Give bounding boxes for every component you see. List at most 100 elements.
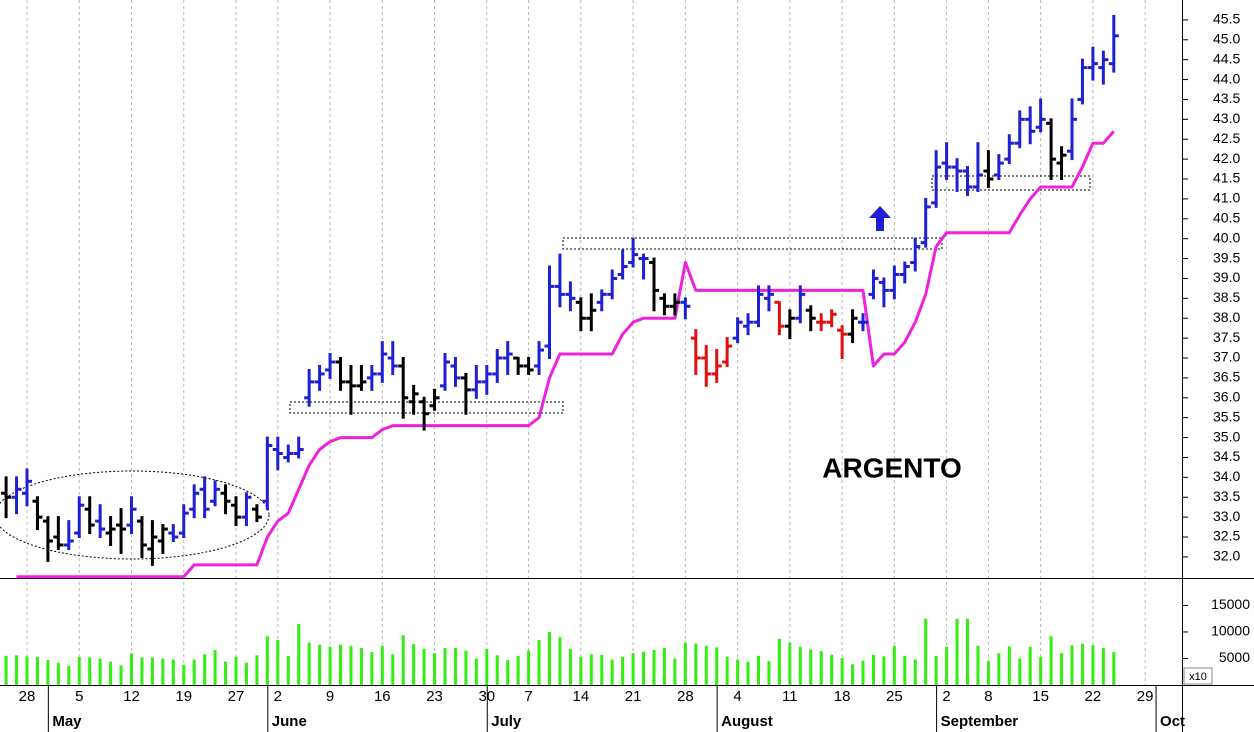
- price-bar: [481, 364, 492, 395]
- price-bar: [878, 277, 889, 308]
- volume-bar: [683, 642, 687, 685]
- y-tick-label: 39.0: [1213, 269, 1240, 285]
- price-bar: [649, 257, 659, 312]
- volume-bar: [1070, 645, 1074, 685]
- volume-bar: [1028, 646, 1032, 685]
- volume-bar: [35, 656, 39, 685]
- volume-tick-label: 10000: [1211, 623, 1250, 639]
- price-bar: [983, 150, 994, 188]
- y-tick-label: 35.5: [1213, 408, 1240, 424]
- volume-bar: [171, 659, 175, 685]
- volume-bar: [46, 660, 50, 685]
- price-bar: [168, 524, 179, 543]
- volume-bar: [244, 662, 248, 685]
- price-bar: [32, 496, 43, 531]
- volume-bar: [976, 645, 980, 685]
- price-bar: [116, 508, 127, 554]
- price-bar: [763, 285, 774, 312]
- volume-bar: [88, 657, 92, 685]
- volume-bar: [652, 650, 656, 685]
- price-bar: [628, 237, 639, 268]
- volume-bar: [297, 624, 301, 685]
- price-bar: [293, 436, 304, 459]
- volume-bar: [495, 655, 499, 685]
- volume-bar: [945, 646, 949, 685]
- price-bar: [147, 520, 158, 566]
- price-bar: [1056, 146, 1067, 181]
- price-bar: [774, 300, 785, 336]
- volume-tick-label: 15000: [1211, 596, 1250, 612]
- price-bar: [429, 388, 440, 411]
- price-bar: [199, 476, 210, 519]
- price-bar: [962, 166, 973, 196]
- price-bar: [868, 269, 879, 300]
- price-bar: [189, 484, 200, 519]
- volume-bar: [161, 658, 165, 685]
- volume-bar: [464, 650, 468, 685]
- price-bar: [63, 520, 74, 550]
- volume-bar: [1049, 636, 1053, 685]
- price-bar: [575, 297, 586, 332]
- month-label: August: [721, 713, 773, 730]
- price-bar: [1067, 98, 1077, 161]
- volume-bar: [203, 654, 207, 685]
- volume-bar: [589, 654, 593, 685]
- volume-bar: [798, 646, 802, 685]
- price-bar: [105, 516, 116, 546]
- volume-bar: [631, 653, 635, 685]
- volume-unit: x10: [1189, 671, 1207, 683]
- y-tick-label: 42.5: [1213, 130, 1240, 146]
- price-bar: [42, 516, 53, 562]
- y-tick-label: 36.5: [1213, 369, 1240, 385]
- volume-bar: [4, 655, 8, 685]
- price-bar: [1, 476, 12, 519]
- price-bar: [805, 305, 816, 332]
- price-bar: [408, 384, 419, 415]
- volume-bar: [986, 661, 990, 685]
- volume-bar: [642, 651, 646, 685]
- volume-bar: [882, 656, 886, 685]
- volume-bar: [704, 645, 708, 685]
- volume-bar: [1039, 656, 1043, 685]
- price-bar: [460, 372, 471, 415]
- y-tick-label: 38.5: [1213, 289, 1240, 305]
- volume-bar: [516, 655, 520, 685]
- price-bar: [272, 436, 283, 471]
- price-bar: [847, 309, 858, 344]
- price-bar: [534, 341, 545, 375]
- x-tick-label: 23: [426, 688, 443, 705]
- price-bar: [910, 237, 921, 272]
- volume-bar: [77, 656, 81, 685]
- volume-bar: [694, 643, 698, 685]
- y-tick-label: 43.0: [1213, 110, 1240, 126]
- plot-layer: [26, 0, 1146, 685]
- price-bar: [617, 249, 628, 280]
- x-tick-label: 15: [1032, 688, 1049, 705]
- volume-bar: [830, 654, 834, 685]
- x-tick-label: 11: [782, 688, 798, 705]
- y-tick-label: 37.0: [1213, 349, 1240, 365]
- price-bar: [565, 281, 576, 312]
- price-bar: [1087, 46, 1098, 81]
- x-tick-label: 8: [984, 688, 992, 705]
- price-bar: [899, 261, 910, 284]
- volume-bar: [276, 639, 280, 685]
- price-bar: [952, 158, 963, 192]
- volume-bar: [119, 665, 123, 685]
- volume-bar: [391, 654, 395, 685]
- x-tick-label: 22: [1085, 688, 1102, 705]
- volume-bar: [213, 650, 217, 685]
- price-bar: [711, 349, 722, 383]
- volume-bar: [339, 644, 342, 685]
- y-tick-label: 44.0: [1213, 70, 1240, 86]
- stop-line: [16, 130, 1115, 579]
- price-bar: [1004, 134, 1015, 165]
- volume-bar: [412, 644, 416, 685]
- price-bar: [1077, 58, 1088, 105]
- volume-bar: [255, 655, 259, 685]
- volume-bar: [359, 647, 363, 685]
- x-tick-label: 2: [942, 688, 950, 705]
- unit-box: [1183, 667, 1213, 685]
